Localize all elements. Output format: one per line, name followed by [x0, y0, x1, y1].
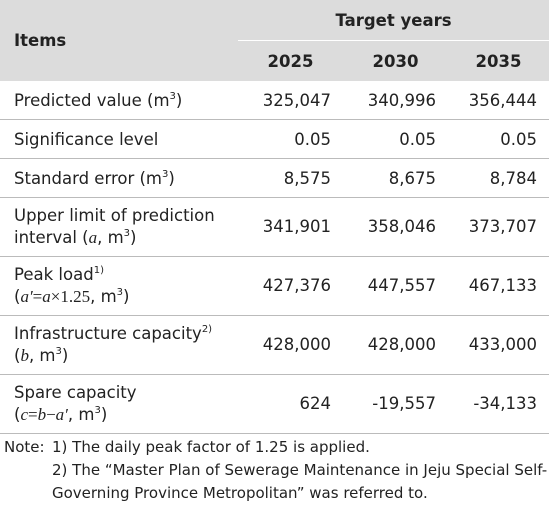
- table: Items Target years 2025 2030 2035 Predic…: [0, 0, 549, 434]
- text: ): [168, 168, 175, 188]
- row-label: Peak load1) (a′=a×1.25, m3): [0, 256, 238, 316]
- text: Predicted value (m: [14, 90, 170, 110]
- cell-value: 0.05: [448, 119, 549, 159]
- text: 3: [94, 405, 101, 416]
- text: a′: [55, 405, 68, 424]
- note: 2) The “Master Plan of Sewerage Maintena…: [52, 461, 548, 502]
- text: Standard error (m: [14, 168, 163, 188]
- text: c: [20, 405, 28, 424]
- cell-value: 358,046: [343, 197, 448, 257]
- text: Infrastructure capacity: [14, 324, 202, 343]
- text: 3: [162, 168, 169, 180]
- text: ): [123, 287, 130, 306]
- text: interval (: [14, 228, 89, 247]
- text: ×1.25: [50, 287, 91, 306]
- header-year: 2030: [343, 40, 448, 81]
- text: Significance level: [14, 129, 159, 149]
- text: Peak load: [14, 265, 94, 284]
- header-year: 2025: [238, 40, 343, 81]
- cell-value: 428,000: [343, 315, 448, 375]
- row-label: Spare capacity (c=b−a′, m3): [0, 374, 238, 434]
- text: b: [20, 346, 29, 365]
- header-year: 2035: [448, 40, 549, 81]
- text: b: [37, 405, 47, 424]
- cell-value: 356,444: [448, 81, 549, 120]
- text: Spare capacity: [14, 383, 137, 402]
- text: −: [46, 405, 56, 424]
- text: 2): [201, 324, 213, 335]
- cell-value: 373,707: [448, 197, 549, 257]
- cell-value: 624: [238, 374, 343, 434]
- text: 1): [93, 265, 104, 276]
- cell-value: -19,557: [343, 374, 448, 434]
- text: ): [175, 90, 183, 110]
- row-label: Significance level: [0, 119, 238, 159]
- text: (: [14, 287, 21, 306]
- row-label: Infrastructure capacity2) (b, m3): [0, 315, 238, 375]
- text: 3: [123, 228, 131, 239]
- cell-value: 0.05: [238, 119, 343, 159]
- text: ): [130, 228, 137, 247]
- note: 1) The daily peak factor of 1.25 is appl…: [52, 438, 370, 456]
- cell-value: 433,000: [448, 315, 549, 375]
- row-label: Upper limit of prediction interval (a, m3…: [0, 197, 238, 257]
- text: a: [42, 287, 51, 306]
- note-prefix: Note:: [4, 438, 45, 456]
- text: (: [14, 405, 21, 424]
- cell-value: 428,000: [238, 315, 343, 375]
- cell-value: 8,575: [238, 158, 343, 198]
- cell-value: 447,557: [343, 256, 448, 316]
- row-label: Standard error (m3): [0, 158, 238, 198]
- text: 3: [116, 287, 124, 298]
- text: =: [27, 405, 38, 424]
- text: Upper limit of prediction: [14, 206, 215, 225]
- text: , m: [90, 287, 117, 306]
- cell-value: 8,784: [448, 158, 549, 198]
- text: , m: [97, 228, 124, 247]
- cell-value: -34,133: [448, 374, 549, 434]
- notes: Note: 1) The daily peak factor of 1.25 is…: [0, 434, 549, 505]
- cell-value: 340,996: [343, 81, 448, 120]
- cell-value: 341,901: [238, 197, 343, 257]
- text: (: [14, 346, 21, 365]
- cell-value: 467,133: [448, 256, 549, 316]
- row-label: Predicted value (m3): [0, 81, 238, 120]
- text: =: [32, 287, 43, 306]
- text: , m: [67, 405, 95, 424]
- header-target-years: Target years: [238, 0, 549, 41]
- cell-value: 0.05: [343, 119, 448, 159]
- text: 3: [55, 346, 62, 357]
- text: 3: [169, 90, 176, 102]
- text: a′: [20, 287, 33, 306]
- header-items: Items: [0, 0, 238, 81]
- cell-value: 427,376: [238, 256, 343, 316]
- text: , m: [28, 346, 56, 365]
- cell-value: 8,675: [343, 158, 448, 198]
- text: a: [88, 228, 98, 247]
- text: ): [61, 346, 69, 365]
- text: ): [100, 405, 108, 424]
- cell-value: 325,047: [238, 81, 343, 120]
